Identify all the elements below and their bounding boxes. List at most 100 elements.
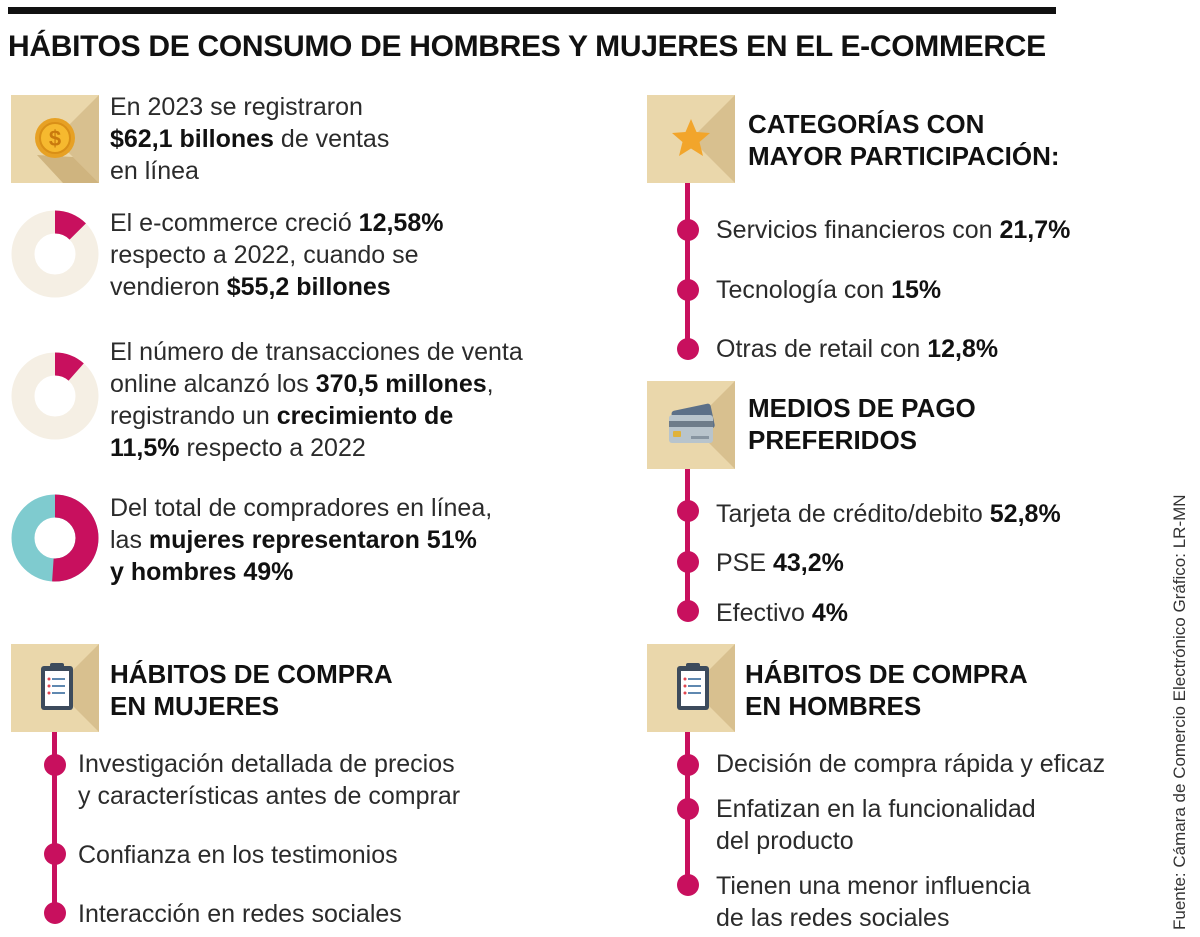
transactions-line-4: 11,5% respecto a 2022	[110, 432, 523, 464]
growth-amount-2022: $55,2 billones	[226, 273, 391, 301]
coin-icon: $	[35, 95, 99, 183]
category-item-1-label: Servicios financieros con	[716, 216, 1000, 244]
growth-line-1-pre: El e-commerce creció	[110, 209, 359, 237]
transactions-growth-percent: 11,5%	[110, 434, 180, 462]
women-item-dot	[44, 843, 66, 865]
gender-line-2: las mujeres representaron 51%	[110, 524, 492, 556]
women-timeline-line	[52, 732, 57, 922]
category-item-3-value: 12,8%	[927, 335, 999, 363]
women-item-dot	[44, 902, 66, 924]
women-item-1: Investigación detallada de precios y car…	[78, 748, 460, 812]
sales-line-1: En 2023 se registraron	[110, 93, 363, 121]
transactions-line-3: registrando un crecimiento de	[110, 400, 523, 432]
transactions-growth-label: crecimiento de	[276, 402, 454, 430]
transactions-count: 370,5 millones	[315, 370, 487, 398]
payment-item-dot	[677, 500, 699, 522]
women-habits-icon-box	[11, 644, 99, 732]
transactions-line-4-rest: respecto a 2022	[179, 434, 366, 462]
payment-icon-box	[647, 381, 735, 469]
women-item-1-line-2: y características antes de comprar	[78, 782, 461, 810]
men-item-dot	[677, 798, 699, 820]
transactions-arc	[11, 352, 99, 440]
growth-line-3: vendieron $55,2 billones	[110, 271, 443, 303]
men-habits-icon-box	[647, 644, 735, 732]
svg-text:$: $	[49, 126, 61, 151]
categories-item-dot	[677, 219, 699, 241]
transactions-line-1: El número de transacciones de venta	[110, 338, 523, 366]
sales-text: En 2023 se registraron $62,1 billones de…	[110, 91, 389, 187]
transactions-line-2-pre: online alcanzó los	[110, 370, 316, 398]
growth-text: El e-commerce creció 12,58% respecto a 2…	[110, 207, 443, 303]
categories-title: CATEGORÍAS CON MAYOR PARTICIPACIÓN:	[748, 108, 1060, 172]
payment-item-1-label: Tarjeta de crédito/debito	[716, 500, 990, 528]
payment-item-3-value: 4%	[811, 599, 849, 627]
categories-item-dot	[677, 279, 699, 301]
transactions-line-2: online alcanzó los 370,5 millones,	[110, 368, 523, 400]
gender-line-1: Del total de compradores en línea,	[110, 494, 493, 522]
payment-title-1: MEDIOS DE PAGO	[748, 393, 976, 423]
men-item-2-line-2: del producto	[716, 827, 854, 855]
sales-line-3: en línea	[110, 157, 199, 185]
men-habits-title-1: HÁBITOS DE COMPRA	[745, 659, 1028, 689]
payment-item-dot	[677, 551, 699, 573]
page-title: HÁBITOS DE CONSUMO DE HOMBRES Y MUJERES …	[8, 30, 1046, 63]
men-item-dot	[677, 754, 699, 776]
transactions-line-3-pre: registrando un	[110, 402, 277, 430]
credit-card-icon	[669, 381, 735, 469]
sales-line-2-rest: de ventas	[273, 125, 390, 153]
women-arc	[11, 494, 99, 582]
gender-text: Del total de compradores en línea, las m…	[110, 492, 492, 588]
men-item-3: Tienen una menor influencia de las redes…	[716, 870, 1031, 934]
payment-item-3: Efectivo 4%	[716, 597, 848, 629]
categories-title-1: CATEGORÍAS CON	[748, 109, 985, 139]
growth-arc	[11, 210, 99, 298]
payment-item-1-value: 52,8%	[989, 500, 1061, 528]
gender-line-2-pre: las	[110, 526, 149, 554]
growth-line-1: El e-commerce creció 12,58%	[110, 207, 443, 239]
growth-donut	[11, 210, 99, 298]
growth-line-3-pre: vendieron	[110, 273, 227, 301]
men-item-1: Decisión de compra rápida y eficaz	[716, 750, 1106, 778]
categories-icon-box	[647, 95, 735, 183]
category-item-2: Tecnología con 15%	[716, 274, 941, 306]
top-rule	[8, 7, 1056, 14]
men-habits-title: HÁBITOS DE COMPRA EN HOMBRES	[745, 658, 1028, 722]
payment-item-2: PSE 43,2%	[716, 547, 844, 579]
women-habits-title-1: HÁBITOS DE COMPRA	[110, 659, 393, 689]
women-item-dot	[44, 754, 66, 776]
men-item-dot	[677, 874, 699, 896]
category-item-1: Servicios financieros con 21,7%	[716, 214, 1070, 246]
men-item-2: Enfatizan en la funcionalidad del produc…	[716, 793, 1036, 857]
category-item-2-value: 15%	[891, 276, 942, 304]
source-credit: Fuente: Cámara de Comercio Electrónico G…	[1170, 494, 1189, 930]
categories-timeline-line	[685, 183, 690, 350]
men-habits-title-2: EN HOMBRES	[745, 691, 922, 721]
star-icon	[672, 95, 735, 183]
men-item-3-line-1: Tienen una menor influencia	[716, 872, 1031, 900]
women-item-2: Confianza en los testimonios	[78, 841, 398, 869]
payment-title-2: PREFERIDOS	[748, 425, 918, 455]
gender-line-3: y hombres 49%	[110, 556, 492, 588]
payment-item-1: Tarjeta de crédito/debito 52,8%	[716, 498, 1061, 530]
women-item-1-line-1: Investigación detallada de precios	[78, 750, 455, 778]
sales-line-2: $62,1 billones de ventas	[110, 123, 389, 155]
transactions-donut	[11, 352, 99, 440]
women-habits-title-2: EN MUJERES	[110, 691, 280, 721]
women-share: mujeres representaron 51%	[148, 526, 477, 554]
sales-amount: $62,1 billones	[110, 125, 274, 153]
category-item-3-label: Otras de retail con	[716, 335, 928, 363]
men-share: y hombres 49%	[110, 558, 294, 586]
category-item-3: Otras de retail con 12,8%	[716, 333, 998, 365]
payment-item-dot	[677, 600, 699, 622]
clipboard-icon	[41, 644, 99, 732]
payment-item-3-label: Efectivo	[716, 599, 812, 627]
sales-icon-box: $	[11, 95, 99, 183]
growth-percent: 12,58%	[358, 209, 444, 237]
categories-item-dot	[677, 338, 699, 360]
payment-timeline-line	[685, 469, 690, 612]
categories-title-2: MAYOR PARTICIPACIÓN:	[748, 141, 1060, 171]
growth-line-2: respecto a 2022, cuando se	[110, 241, 419, 269]
men-item-3-line-2: de las redes sociales	[716, 904, 950, 932]
transactions-text: El número de transacciones de venta onli…	[110, 336, 523, 464]
transactions-line-2-post: ,	[486, 370, 494, 398]
